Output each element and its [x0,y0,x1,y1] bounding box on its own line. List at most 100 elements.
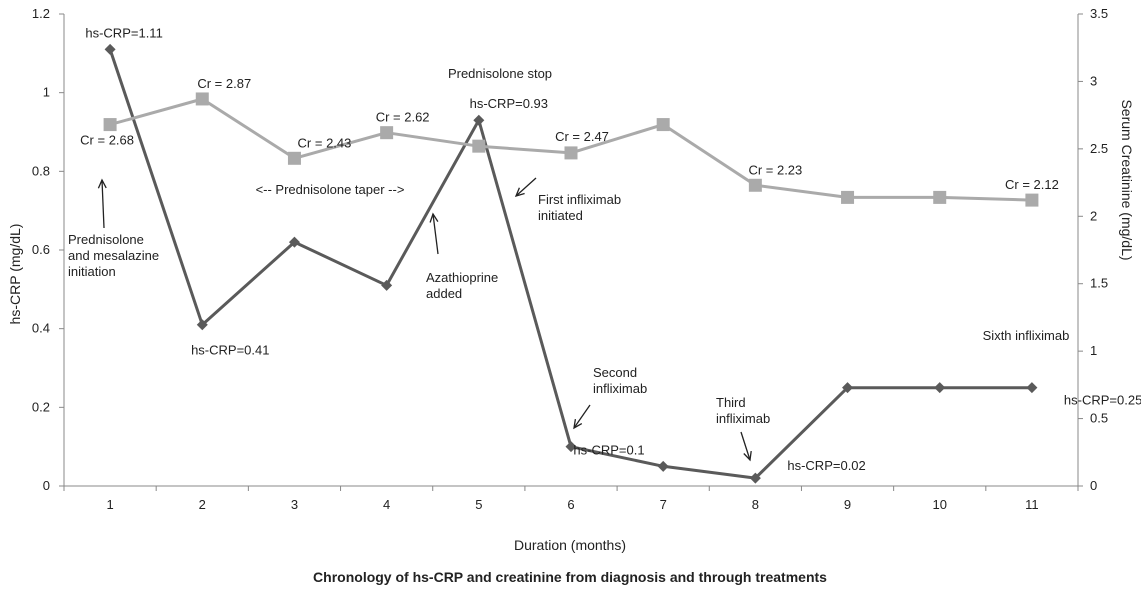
left-tick-label: 0 [43,478,50,493]
x-tick-label: 9 [844,497,851,512]
left-tick-label: 0.8 [32,163,50,178]
hs-crp-data-label: hs-CRP=1.11 [85,25,162,40]
annotation-text: Prednisolone stop [448,66,552,81]
hs-crp-point [196,319,208,331]
point-labels: hs-CRP=1.11 hs-CRP=0.41 hs-CRP=0.93 hs-CRP=… [80,25,1141,473]
creatinine-data-label: Cr = 2.68 [80,133,134,148]
hs-crp-data-label: hs-CRP=0.02 [787,458,865,473]
x-tick-label: 3 [291,497,298,512]
creatinine-point [564,146,578,160]
hs-crp-data-label: hs-CRP=0.25 [1064,393,1141,408]
right-axis-title: Serum Creatinine (mg/dL) [1119,99,1135,260]
hs-crp-point [473,114,485,126]
annotation-text: <-- Prednisolone taper --> [256,182,405,197]
x-tick-label: 1 [106,497,113,512]
creatinine-point [380,126,394,140]
annotation-arrow [740,431,751,461]
x-tick-label: 2 [199,497,206,512]
annotation-text: Second infliximab [593,365,647,396]
annotation-text: Azathioprine added [426,270,498,301]
annotation-arrow [432,213,439,255]
annotation-line: Prednisolone [68,232,144,247]
annotation-line: initiated [538,208,583,223]
hs-crp-point [288,236,300,248]
left-tick-label: 0.4 [32,321,50,336]
creatinine-data-label: Cr = 2.43 [298,135,352,150]
annotation-text: Third infliximab [716,395,770,426]
hs-crp-data-label: hs-CRP=0.1 [573,443,644,458]
annotation-arrow [573,404,591,429]
right-tick-label: 0.5 [1090,411,1108,426]
right-tick-label: 1 [1090,343,1097,358]
creatinine-point [656,118,670,132]
annotation-line: added [426,286,462,301]
x-tick-label: 5 [475,497,482,512]
hs-crp-point [565,441,577,453]
axes: 0 0.2 0.4 0.6 0.8 1 1.2 0 0.5 1 1.5 2 2.5 3 3.5 1 2 3 4 5 6 7… [32,6,1108,512]
creatinine-point [103,118,117,132]
annotation-arrowhead [97,178,107,189]
creatinine-point [841,190,855,204]
hs-crp-line [108,48,1032,480]
hs-crp-data-label: hs-CRP=0.93 [470,96,548,111]
annotation-arrow [101,179,105,229]
left-tick-label: 1 [43,85,50,100]
creatinine-point [748,178,762,192]
right-tick-label: 2.5 [1090,141,1108,156]
annotation-line: Second [593,365,637,380]
creatinine-data-label: Cr = 2.23 [748,162,802,177]
creatinine-data-label: Cr = 2.47 [555,129,609,144]
right-tick-label: 3.5 [1090,6,1108,21]
left-tick-label: 0.6 [32,242,50,257]
creatinine-point [933,190,947,204]
annotations: Prednisolone and mesalazine initiation <-- … [68,66,1070,462]
x-tick-label: 7 [660,497,667,512]
hs-crp-point [749,472,761,484]
annotation-arrow [515,177,537,197]
annotation-line: Azathioprine [426,270,498,285]
creatinine-data-label: Cr = 2.87 [197,76,251,91]
creatinine-data-label: Cr = 2.62 [376,110,430,125]
annotation-text: Prednisolone and mesalazine initiation [68,232,159,279]
annotation-text: First infliximab initiated [538,192,621,223]
annotation-arrowhead [573,418,583,430]
annotation-line: Sixth infliximab [983,328,1070,343]
annotation-line: First infliximab [538,192,621,207]
annotation-line: Prednisolone stop [448,66,552,81]
left-tick-label: 0.2 [32,399,50,414]
right-tick-label: 2 [1090,208,1097,223]
annotation-line: infliximab [716,411,770,426]
annotation-line: <-- Prednisolone taper --> [256,182,405,197]
hs-crp-point [657,460,669,472]
left-tick-label: 1.2 [32,6,50,21]
annotation-arrowhead [429,212,439,223]
annotation-line: and mesalazine [68,248,159,263]
x-axis-title: Duration (months) [514,537,626,553]
annotation-text: Sixth infliximab [983,328,1070,343]
x-tick-label: 10 [932,497,946,512]
annotation-arrowhead [743,451,752,462]
creatinine-point [287,151,301,165]
x-tick-label: 11 [1025,497,1039,512]
hs-crp-point [104,43,116,55]
creatinine-data-label: Cr = 2.12 [1005,177,1059,192]
hs-crp-data-label: hs-CRP=0.41 [191,343,269,358]
annotation-line: Third [716,395,746,410]
chart-caption: Chronology of hs-CRP and creatinine from… [313,569,827,585]
hs-crp-point [934,382,946,394]
annotation-line: infliximab [593,381,647,396]
creatinine-point [472,139,486,153]
creatinine-point [1025,193,1039,207]
annotation-arrowhead [514,187,525,198]
creatinine-point [195,92,209,106]
left-axis-title: hs-CRP (mg/dL) [7,224,23,325]
right-tick-label: 0 [1090,478,1097,493]
annotation-line: initiation [68,264,116,279]
x-tick-label: 4 [383,497,390,512]
series-layer [103,43,1039,484]
x-tick-label: 6 [567,497,574,512]
hs-crp-point [381,279,393,291]
hs-crp-point [842,382,854,394]
right-tick-label: 1.5 [1090,276,1108,291]
